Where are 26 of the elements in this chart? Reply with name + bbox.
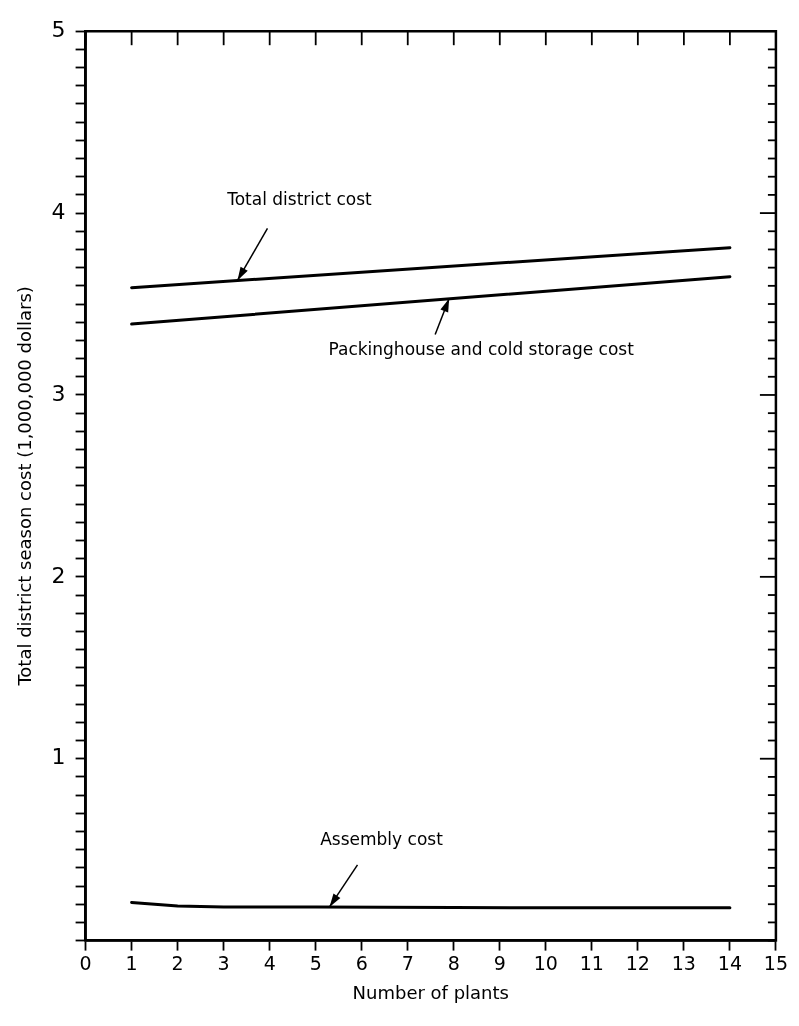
x-tick-label: 6 — [355, 951, 368, 974]
x-tick-label: 9 — [493, 951, 506, 974]
x-tick-label: 15 — [763, 951, 789, 974]
x-tick-label: 12 — [625, 951, 650, 974]
x-axis-title: Number of plants — [352, 981, 509, 1003]
y-tick-label: 2 — [51, 562, 66, 588]
y-tick-label: 4 — [51, 198, 66, 224]
y-tick-label: 3 — [51, 380, 66, 406]
x-tick-label: 4 — [263, 951, 276, 974]
x-tick-label: 7 — [401, 951, 414, 974]
annotation: Packinghouse and cold storage cost — [328, 338, 635, 359]
annotation: Assembly cost — [320, 829, 444, 850]
annotation: Total district cost — [226, 188, 373, 209]
x-tick-label: 0 — [79, 951, 92, 974]
x-tick-label: 3 — [217, 951, 230, 974]
x-tick-label: 5 — [309, 951, 322, 974]
x-tick-label: 11 — [579, 951, 604, 974]
y-axis-title: Total district season cost (1,000,000 dollars) — [14, 286, 36, 687]
y-tick-label: 5 — [51, 16, 66, 42]
x-tick-label: 13 — [671, 951, 696, 974]
x-tick-label: 2 — [171, 951, 184, 974]
x-tick-label: 14 — [717, 951, 742, 974]
x-tick-label: 8 — [447, 951, 460, 974]
x-tick-label: 1 — [125, 951, 138, 974]
y-tick-label: 1 — [51, 744, 66, 770]
x-tick-label: 10 — [533, 951, 558, 974]
